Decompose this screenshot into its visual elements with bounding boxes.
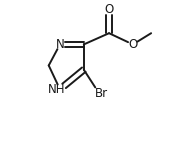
Text: Br: Br (95, 87, 108, 100)
Text: O: O (128, 38, 137, 51)
Text: O: O (104, 3, 114, 16)
Text: N: N (56, 38, 64, 51)
Text: NH: NH (48, 83, 65, 96)
